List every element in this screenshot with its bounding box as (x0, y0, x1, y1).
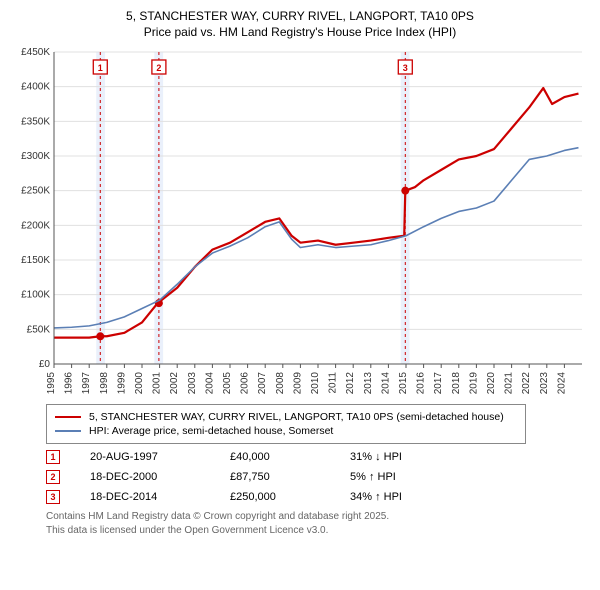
svg-text:2: 2 (156, 63, 161, 73)
svg-text:2013: 2013 (363, 372, 374, 395)
svg-text:£450K: £450K (21, 47, 50, 58)
chart-svg: £0 £50K £100K £150K £200K £250K £300K £350K £400… (8, 46, 592, 396)
svg-text:2001: 2001 (152, 372, 163, 395)
svg-text:2016: 2016 (416, 372, 427, 395)
svg-text:£400K: £400K (21, 82, 50, 93)
attribution: Contains HM Land Registry data © Crown c… (46, 510, 592, 537)
svg-text:2008: 2008 (275, 372, 286, 395)
transaction-row: 1 20-AUG-1997 £40,000 31% ↓ HPI (46, 450, 592, 464)
transaction-date: 20-AUG-1997 (90, 451, 200, 463)
transaction-delta: 5% ↑ HPI (350, 471, 396, 483)
transaction-delta: 34% ↑ HPI (350, 491, 402, 503)
svg-text:2010: 2010 (310, 372, 321, 395)
title-line1: 5, STANCHESTER WAY, CURRY RIVEL, LANGPOR… (8, 8, 592, 24)
svg-text:3: 3 (403, 63, 408, 73)
svg-text:£350K: £350K (21, 117, 50, 128)
svg-text:2012: 2012 (345, 372, 356, 395)
transaction-table: 1 20-AUG-1997 £40,000 31% ↓ HPI 2 18-DEC-2000… (46, 450, 592, 504)
attribution-line1: Contains HM Land Registry data © Crown c… (46, 510, 592, 524)
svg-text:2017: 2017 (433, 372, 444, 395)
svg-text:£150K: £150K (21, 255, 50, 266)
transaction-price: £250,000 (230, 491, 320, 503)
svg-text:2018: 2018 (451, 372, 462, 395)
attribution-line2: This data is licensed under the Open Gov… (46, 524, 592, 538)
svg-text:£0: £0 (39, 359, 51, 370)
legend: 5, STANCHESTER WAY, CURRY RIVEL, LANGPOR… (46, 404, 526, 444)
svg-text:2009: 2009 (292, 372, 303, 395)
transaction-price: £87,750 (230, 471, 320, 483)
svg-text:2022: 2022 (521, 372, 532, 395)
svg-text:£100K: £100K (21, 290, 50, 301)
svg-text:2011: 2011 (328, 372, 339, 394)
svg-text:1997: 1997 (81, 372, 92, 395)
svg-text:2014: 2014 (380, 372, 391, 395)
transaction-row: 2 18-DEC-2000 £87,750 5% ↑ HPI (46, 470, 592, 484)
chart-area: £0 £50K £100K £150K £200K £250K £300K £350K £400… (8, 46, 592, 396)
svg-text:2007: 2007 (257, 372, 268, 395)
legend-row-price: 5, STANCHESTER WAY, CURRY RIVEL, LANGPOR… (55, 411, 517, 423)
svg-text:£300K: £300K (21, 151, 50, 162)
svg-text:£50K: £50K (27, 325, 51, 336)
svg-text:2024: 2024 (556, 372, 567, 395)
legend-label-price: 5, STANCHESTER WAY, CURRY RIVEL, LANGPOR… (89, 411, 504, 423)
transaction-marker: 2 (46, 470, 60, 484)
svg-text:1998: 1998 (99, 372, 110, 395)
svg-text:2003: 2003 (187, 372, 198, 395)
svg-text:1: 1 (98, 63, 103, 73)
svg-text:1995: 1995 (46, 372, 57, 395)
legend-swatch-price (55, 416, 81, 418)
svg-text:2023: 2023 (539, 372, 550, 395)
svg-text:£200K: £200K (21, 221, 50, 232)
svg-text:£250K: £250K (21, 186, 50, 197)
svg-text:1999: 1999 (116, 372, 127, 395)
chart-title: 5, STANCHESTER WAY, CURRY RIVEL, LANGPOR… (8, 8, 592, 40)
legend-swatch-hpi (55, 430, 81, 432)
svg-text:2020: 2020 (486, 372, 497, 395)
svg-text:2002: 2002 (169, 372, 180, 395)
transaction-marker: 3 (46, 490, 60, 504)
svg-text:1996: 1996 (64, 372, 75, 395)
legend-row-hpi: HPI: Average price, semi-detached house,… (55, 425, 517, 437)
svg-text:2005: 2005 (222, 372, 233, 395)
svg-text:2019: 2019 (468, 372, 479, 395)
svg-text:2004: 2004 (204, 372, 215, 395)
svg-text:2006: 2006 (240, 372, 251, 395)
transaction-marker: 1 (46, 450, 60, 464)
title-line2: Price paid vs. HM Land Registry's House … (8, 24, 592, 40)
transaction-delta: 31% ↓ HPI (350, 451, 402, 463)
svg-text:2000: 2000 (134, 372, 145, 395)
transaction-date: 18-DEC-2014 (90, 491, 200, 503)
svg-text:2021: 2021 (504, 372, 515, 395)
transaction-row: 3 18-DEC-2014 £250,000 34% ↑ HPI (46, 490, 592, 504)
transaction-price: £40,000 (230, 451, 320, 463)
svg-text:2015: 2015 (398, 372, 409, 395)
legend-label-hpi: HPI: Average price, semi-detached house,… (89, 425, 333, 437)
transaction-date: 18-DEC-2000 (90, 471, 200, 483)
